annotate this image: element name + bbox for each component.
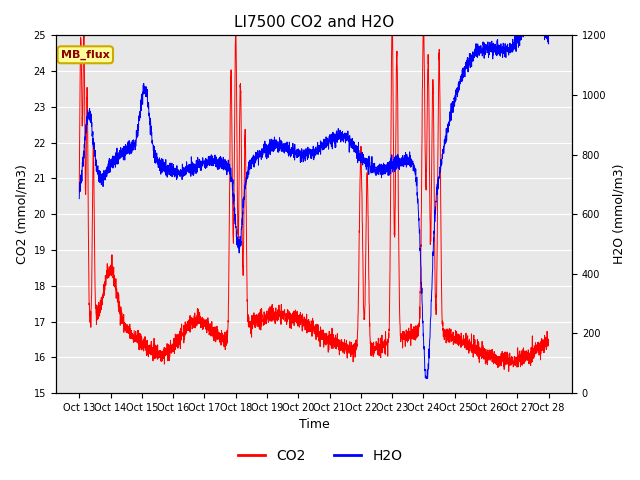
- X-axis label: Time: Time: [299, 419, 330, 432]
- Y-axis label: CO2 (mmol/m3): CO2 (mmol/m3): [15, 164, 28, 264]
- Legend: CO2, H2O: CO2, H2O: [232, 443, 408, 468]
- Y-axis label: H2O (mmol/m3): H2O (mmol/m3): [612, 164, 625, 264]
- Title: LI7500 CO2 and H2O: LI7500 CO2 and H2O: [234, 15, 394, 30]
- Text: MB_flux: MB_flux: [61, 49, 109, 60]
